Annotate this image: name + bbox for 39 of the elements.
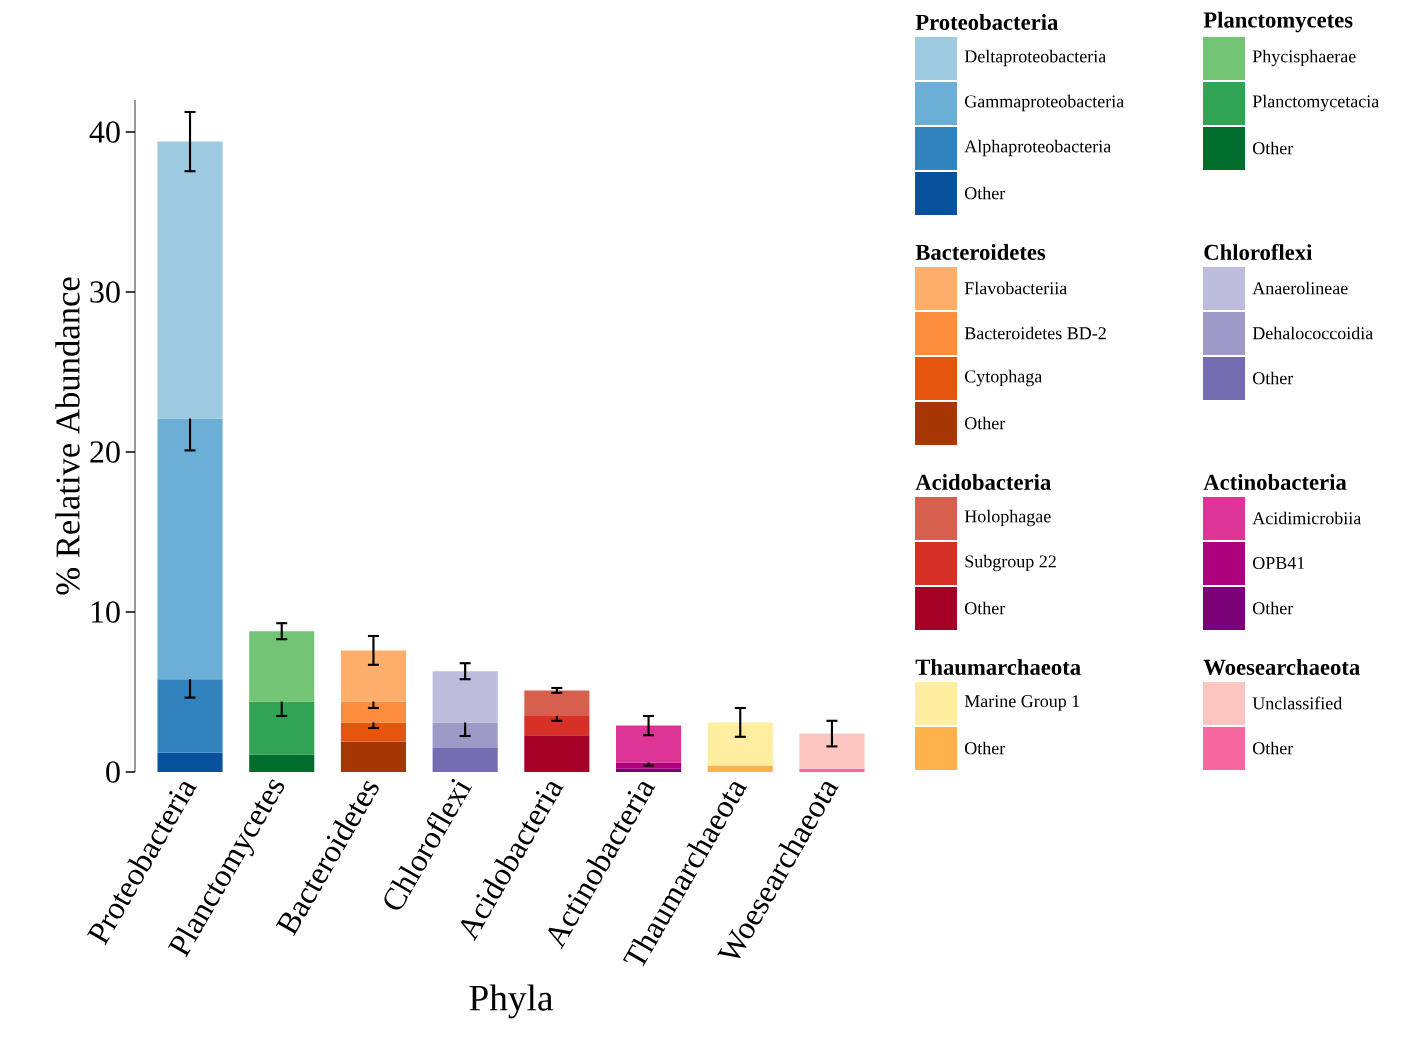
- legend-label: Other: [1253, 141, 1294, 155]
- legend-label: Other: [1253, 601, 1294, 615]
- y-tick-label: 30: [90, 281, 120, 303]
- legend-label: Subgroup 22: [965, 554, 1056, 572]
- legend-label: Acidimicrobiia: [1252, 511, 1362, 525]
- legend-label: Unclassified: [1252, 696, 1343, 710]
- legend-label: Other: [1253, 371, 1294, 385]
- legend-label: Holophagae: [964, 509, 1051, 527]
- legend-label: Other: [965, 416, 1006, 430]
- legend-label: Gammaproteobacteria: [965, 94, 1124, 112]
- y-tick-label: 10: [91, 601, 120, 623]
- legend-label: Other: [965, 601, 1006, 615]
- legend-label: Other: [965, 186, 1006, 200]
- y-axis-title: % Relative Abundance: [55, 277, 80, 595]
- legend-label: Alphaproteobacteria: [964, 139, 1111, 157]
- legend-label: OPB41: [1253, 556, 1305, 570]
- y-tick-label: 20: [90, 441, 120, 463]
- legend-label: Planctomycetacia: [1252, 94, 1379, 112]
- category-label: Proteobacteria: [915, 14, 1059, 30]
- legend-label: Phycisphaerae: [1252, 49, 1356, 67]
- legend-label: Marine Group 1: [964, 695, 1080, 711]
- x-axis-title: Phyla: [469, 984, 554, 1019]
- legend-label: Bacteroidetes BD-2: [964, 326, 1106, 340]
- category-label: Bacteroidetes: [915, 244, 1046, 260]
- category-label: Planctomycetes: [1203, 11, 1353, 33]
- y-tick-label: 0: [106, 761, 120, 783]
- legend-label: Other: [1253, 741, 1294, 755]
- category-label: Woesearchaeota: [1203, 658, 1360, 676]
- legend-label: Other: [965, 741, 1006, 755]
- legend-label: Anaerolineae: [1252, 281, 1348, 295]
- legend-label: Flavobacteriia: [964, 281, 1067, 295]
- legend-label: Dehalococcoidia: [1252, 326, 1373, 340]
- category-label: Actinobacteria: [1203, 474, 1347, 490]
- category-label: Acidobacteria: [915, 474, 1051, 490]
- category-label: Chloroflexi: [1204, 243, 1313, 261]
- legend-label: Cytophaga: [965, 369, 1043, 387]
- legend-label: Deltaproteobacteria: [964, 49, 1106, 67]
- y-tick-label: 40: [89, 121, 120, 143]
- category-label: Thaumarchaeota: [915, 659, 1081, 675]
